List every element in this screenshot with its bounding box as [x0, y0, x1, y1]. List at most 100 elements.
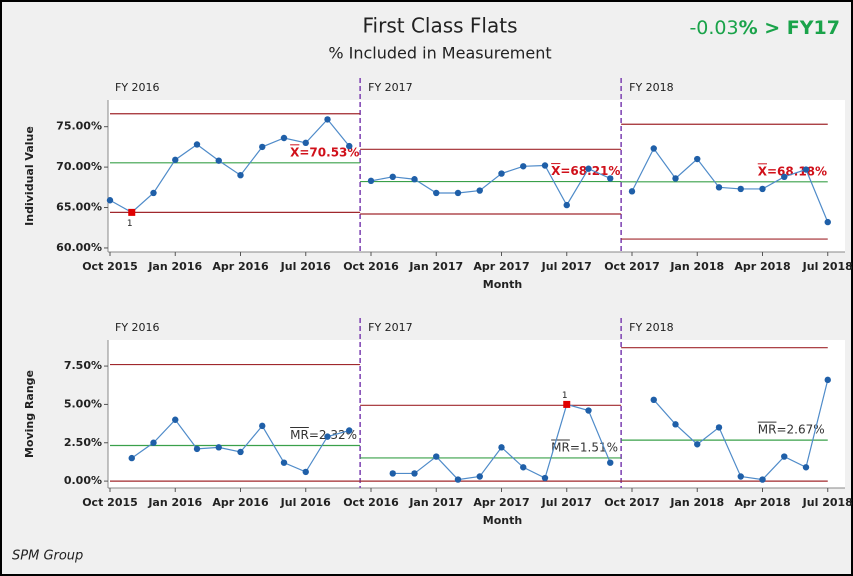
point [237, 171, 244, 179]
x-tick-label: Apr 2017 [473, 496, 529, 509]
center-label: MR=2.32% [290, 428, 357, 442]
x-tick-label: Jul 2017 [541, 496, 592, 509]
plot-area [108, 100, 845, 252]
annotation-text: % > FY17 [739, 17, 840, 39]
chart-subtitle: % Included in Measurement [328, 44, 551, 63]
x-tick-label: Oct 2015 [82, 260, 138, 273]
point [150, 439, 157, 446]
point [411, 470, 418, 477]
y-axis-label: Moving Range [23, 370, 36, 458]
y-tick-label: 65.00% [56, 201, 102, 214]
point [454, 189, 462, 197]
point [324, 433, 331, 440]
stage-label: FY 2017 [368, 81, 413, 94]
point [215, 157, 222, 164]
y-tick-label: 5.00% [64, 397, 102, 410]
x-tick-label: Oct 2017 [604, 260, 660, 273]
center-label: MR=2.67% [758, 423, 825, 437]
x-tick-label: Oct 2017 [604, 496, 660, 509]
flag-label: 1 [562, 391, 568, 401]
point [672, 175, 679, 182]
point [824, 218, 831, 226]
point [237, 448, 244, 456]
y-tick-label: 0.00% [64, 474, 102, 487]
point [106, 197, 114, 204]
point [715, 424, 723, 431]
point [498, 170, 505, 177]
point [172, 416, 179, 423]
point [520, 163, 527, 170]
point [650, 396, 657, 404]
x-tick-label: Jul 2017 [541, 260, 592, 273]
center-label: MR=1.51% [551, 440, 618, 454]
x-tick-label: Jan 2017 [408, 260, 463, 273]
point [650, 145, 657, 152]
stage-label: FY 2018 [629, 321, 674, 334]
point [585, 165, 592, 172]
x-tick-label: Apr 2018 [734, 496, 790, 509]
point [193, 445, 201, 453]
point [628, 188, 636, 195]
x-tick-label: Jan 2018 [669, 260, 724, 273]
point [802, 464, 810, 471]
point [694, 441, 701, 448]
point [802, 166, 810, 173]
x-axis-label: Month [483, 278, 522, 291]
point [694, 155, 701, 163]
point [715, 184, 723, 191]
point [541, 162, 549, 169]
point [389, 470, 396, 477]
point [476, 187, 483, 194]
point [759, 476, 766, 483]
y-tick-label: 7.50% [64, 359, 102, 372]
point [454, 476, 462, 483]
point [128, 454, 135, 462]
stage-label: FY 2018 [629, 81, 674, 94]
x-tick-label: Jan 2017 [408, 496, 463, 509]
point [215, 444, 222, 451]
annotation-value: -0.03 [689, 17, 738, 39]
point [302, 468, 309, 476]
point [280, 134, 288, 142]
point [259, 422, 266, 430]
point [824, 376, 831, 384]
x-tick-label: Oct 2016 [343, 260, 399, 273]
series-line [631, 147, 829, 223]
point [737, 473, 744, 480]
flag-label: 1 [127, 219, 133, 229]
point [607, 175, 614, 182]
x-tick-label: Jan 2016 [147, 260, 202, 273]
stage-label: FY 2016 [115, 81, 160, 94]
point [541, 474, 549, 482]
center-label: X=68.18% [758, 164, 827, 178]
point [781, 173, 788, 181]
stage-label: FY 2016 [115, 321, 160, 334]
point [781, 453, 788, 460]
point [585, 407, 592, 414]
point [172, 156, 179, 164]
y-tick-label: 75.00% [56, 120, 102, 133]
y-tick-label: 70.00% [56, 160, 102, 173]
point [193, 141, 201, 148]
point [150, 189, 157, 197]
stage-label: FY 2017 [368, 321, 413, 334]
y-tick-label: 60.00% [56, 241, 102, 254]
point [302, 139, 309, 147]
x-tick-label: Jan 2016 [147, 496, 202, 509]
center-label: X=70.53% [290, 145, 359, 159]
y-axis-label: Individual Value [23, 126, 36, 226]
point [737, 185, 744, 193]
point [389, 173, 396, 181]
point [346, 142, 353, 150]
plot-area [108, 340, 845, 488]
point [324, 116, 331, 123]
point [411, 176, 418, 183]
series-line [370, 164, 611, 207]
x-tick-label: Apr 2016 [212, 260, 269, 273]
x-tick-label: Apr 2018 [734, 260, 790, 273]
point [672, 421, 679, 428]
point [759, 185, 766, 193]
point [433, 453, 440, 460]
flagged-point [563, 400, 571, 408]
